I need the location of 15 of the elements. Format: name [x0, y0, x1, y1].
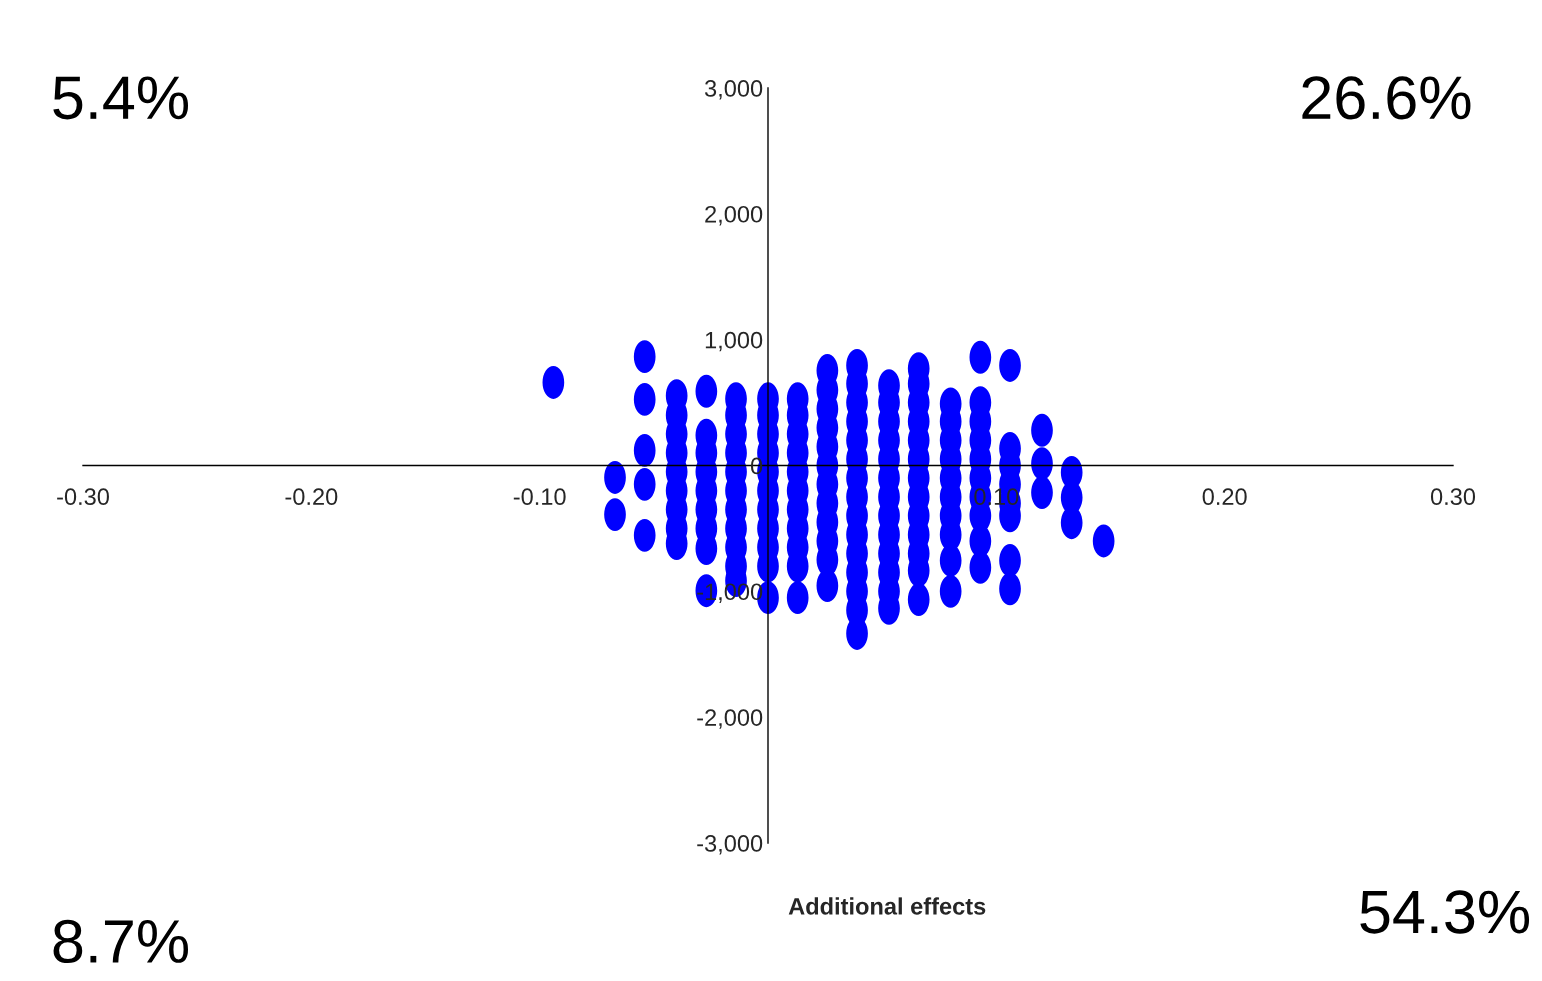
x-tick-label: 0.20 [1202, 488, 1247, 506]
x-tick-label: -0.10 [513, 488, 566, 506]
x-axis-title: Additional effects [788, 897, 986, 915]
x-tick-label: -0.30 [57, 488, 109, 506]
y-tick-label: 1,000 [705, 331, 763, 352]
annotation: 5.4% [53, 76, 188, 120]
y-tick-label: 2,000 [705, 205, 763, 226]
y-tick-label: -2,000 [697, 709, 763, 729]
y-tick-label: 3,000 [704, 80, 763, 100]
x-tick-label: 0.30 [1430, 488, 1476, 506]
x-tick-label: -0.20 [285, 488, 338, 506]
annotation: 26.6% [1302, 76, 1471, 120]
text: 8.7% [53, 919, 188, 964]
y-tick-label: -3,000 [697, 835, 763, 855]
text: 54.3% [1360, 890, 1530, 934]
